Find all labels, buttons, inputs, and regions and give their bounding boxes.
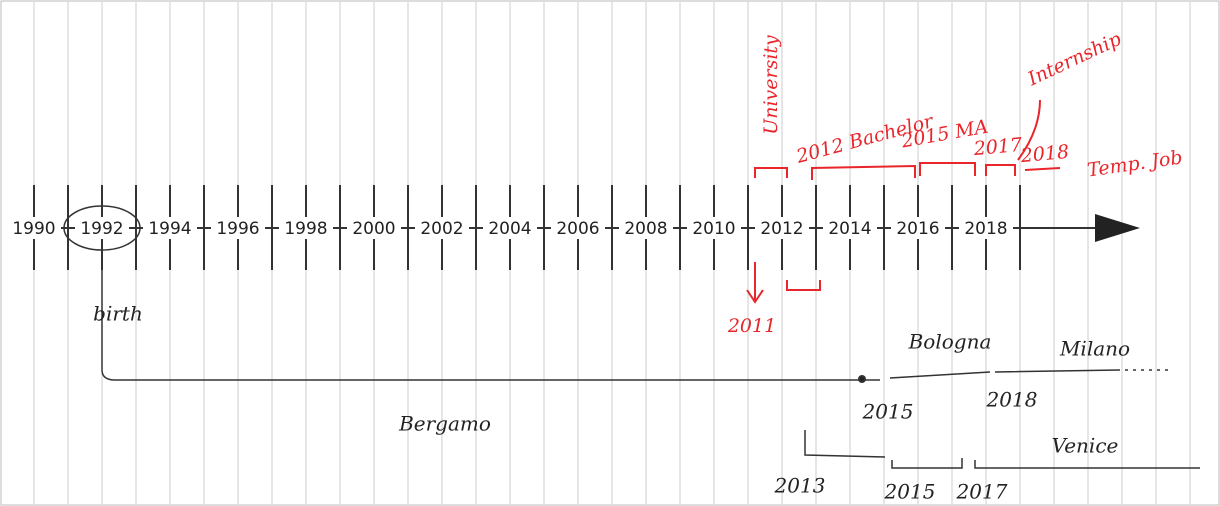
note: Bergamo xyxy=(398,412,491,436)
year-label: 2008 xyxy=(624,219,667,239)
label-bg xyxy=(891,217,945,239)
note: Venice xyxy=(1052,434,1119,458)
label-bg xyxy=(279,217,333,239)
label-bg xyxy=(347,217,401,239)
year-label: 2014 xyxy=(828,219,871,239)
label-bg xyxy=(551,217,605,239)
label-bg xyxy=(755,217,809,239)
label-bg xyxy=(959,217,1013,239)
year-label: 2004 xyxy=(488,219,531,239)
red-note: 2017 xyxy=(972,134,1024,160)
label-bg xyxy=(415,217,469,239)
note: Milano xyxy=(1059,337,1130,361)
label-bg xyxy=(823,217,877,239)
year-label: 1992 xyxy=(80,219,123,239)
label-bg xyxy=(7,217,61,239)
label-bg xyxy=(75,217,129,239)
label-bg xyxy=(687,217,741,239)
note: 2013 xyxy=(774,474,826,498)
note: birth xyxy=(93,302,143,326)
year-label: 2010 xyxy=(692,219,735,239)
year-label: 1998 xyxy=(284,219,327,239)
label-bg xyxy=(143,217,197,239)
year-label: 2000 xyxy=(352,219,395,239)
label-bg xyxy=(483,217,537,239)
year-label: 1994 xyxy=(148,219,191,239)
note: 2018 xyxy=(986,388,1038,412)
note: 2017 xyxy=(956,480,1008,504)
year-label: 2012 xyxy=(760,219,803,239)
year-label: 2018 xyxy=(964,219,1007,239)
year-label: 2016 xyxy=(896,219,939,239)
year-label: 2002 xyxy=(420,219,463,239)
note: Bologna xyxy=(908,330,992,354)
labels: 1990 1992 1994 1996 1998 2000 2002 2004 2006 2008… xyxy=(7,28,1184,504)
red-note: 2018 xyxy=(1019,141,1070,167)
note: 2015 xyxy=(884,480,936,504)
year-label: 1990 xyxy=(12,219,55,239)
red-marks xyxy=(746,99,1061,304)
red-note: 2011 xyxy=(727,315,776,337)
year-label: 2006 xyxy=(556,219,599,239)
label-bg xyxy=(211,217,265,239)
label-bg xyxy=(619,217,673,239)
red-note: University xyxy=(760,35,782,135)
note: 2015 xyxy=(862,400,914,424)
year-label: 1996 xyxy=(216,219,259,239)
